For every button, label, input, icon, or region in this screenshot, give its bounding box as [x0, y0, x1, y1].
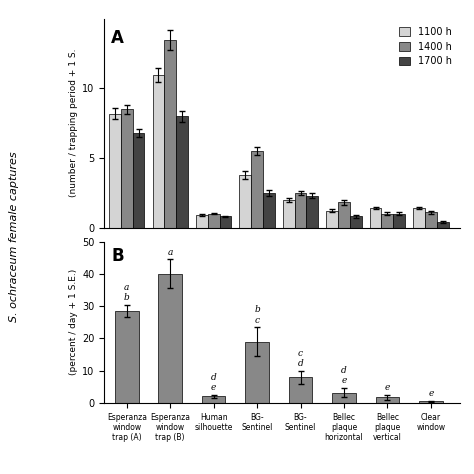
Bar: [121, 109, 133, 228]
Text: a
b: a b: [124, 283, 130, 302]
Bar: [208, 214, 219, 228]
Text: a: a: [167, 248, 173, 257]
Text: c
d: c d: [298, 349, 303, 368]
Bar: [202, 396, 226, 403]
Text: d
e: d e: [341, 366, 347, 385]
Bar: [239, 175, 251, 228]
Bar: [382, 214, 393, 228]
Bar: [176, 116, 188, 228]
Bar: [283, 200, 295, 228]
Text: e: e: [385, 383, 390, 392]
Bar: [158, 274, 182, 403]
Bar: [109, 113, 121, 228]
Bar: [375, 397, 399, 403]
Text: b
c: b c: [254, 305, 260, 325]
Bar: [350, 217, 362, 228]
Text: d
e: d e: [211, 373, 217, 392]
Legend: 1100 h, 1400 h, 1700 h: 1100 h, 1400 h, 1700 h: [396, 24, 455, 69]
Bar: [263, 193, 275, 228]
Bar: [338, 202, 350, 228]
Bar: [164, 40, 176, 228]
Bar: [419, 401, 443, 403]
Bar: [370, 208, 382, 228]
Bar: [437, 222, 448, 228]
Bar: [153, 74, 164, 228]
Bar: [326, 211, 338, 228]
Bar: [115, 311, 138, 403]
Text: B: B: [111, 246, 124, 264]
Bar: [413, 208, 425, 228]
Y-axis label: (number / trapping period + 1 S.: (number / trapping period + 1 S.: [69, 49, 78, 198]
Bar: [246, 342, 269, 403]
Bar: [133, 133, 145, 228]
Text: S. ochraceum female captures: S. ochraceum female captures: [9, 152, 19, 322]
Bar: [289, 377, 312, 403]
Bar: [306, 196, 318, 228]
Bar: [425, 212, 437, 228]
Bar: [332, 392, 356, 403]
Y-axis label: (percent / day + 1 S.E.): (percent / day + 1 S.E.): [69, 269, 78, 375]
Bar: [251, 151, 263, 228]
Bar: [393, 214, 405, 228]
Bar: [219, 217, 231, 228]
Bar: [295, 193, 306, 228]
Text: A: A: [111, 29, 124, 47]
Text: e: e: [428, 389, 434, 398]
Bar: [196, 215, 208, 228]
